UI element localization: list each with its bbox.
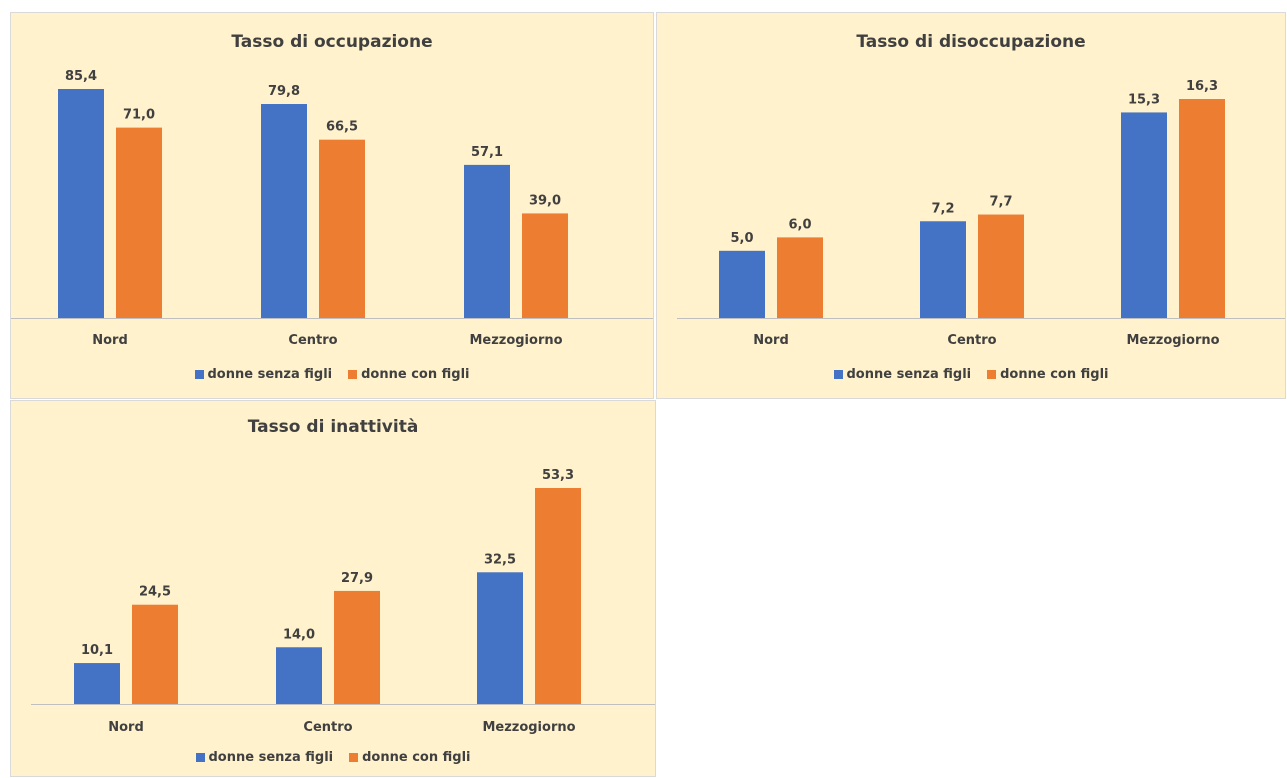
category-label: Mezzogiorno [482, 720, 575, 735]
data-label: 85,4 [65, 69, 97, 84]
chart-title: Tasso di disoccupazione [856, 32, 1086, 52]
plot-area: 85,4 71,0 Nord 79,8 66,5 Centro 57,1 39,0 Mezzog… [11, 69, 653, 348]
bar-senza-figli-centro [920, 221, 966, 318]
data-label: 66,5 [326, 120, 358, 135]
chart-disoccupazione: Tasso di disoccupazione 5,0 6,0 Nord 7,2 7,7… [656, 12, 1286, 399]
legend-swatch-blue [194, 370, 204, 379]
category-label: Mezzogiorno [1126, 333, 1219, 348]
bar-senza-figli-mezzogiorno [464, 164, 510, 318]
legend-item-senza-figli: donne senza figli [833, 367, 972, 382]
plot-area: 10,1 24,5 Nord 14,0 27,9 Centro 32,5 53,3 Mezzog… [31, 468, 655, 735]
bar-con-figli-mezzogiorno [1179, 99, 1225, 318]
chart-inattivita: Tasso di inattività 10,1 24,5 Nord 14,0 27,9… [10, 400, 656, 777]
legend-label: donne senza figli [207, 367, 333, 382]
legend-swatch-blue [195, 753, 205, 762]
bar-senza-figli-mezzogiorno [1121, 112, 1167, 319]
bar-con-figli-centro [334, 590, 380, 704]
data-label: 10,1 [81, 643, 113, 658]
legend-item-con-figli: donne con figli [348, 367, 470, 382]
chart-occupazione: Tasso di occupazione 85,4 71,0 Nord 79,8 66,… [10, 12, 654, 399]
data-label: 71,0 [123, 108, 155, 123]
legend-swatch-orange [349, 753, 359, 762]
legend-item-senza-figli: donne senza figli [195, 750, 334, 765]
legend-label: donne con figli [362, 750, 471, 765]
chart-title: Tasso di inattività [247, 417, 419, 437]
data-label: 15,3 [1128, 92, 1160, 107]
legend-item-con-figli: donne con figli [349, 750, 471, 765]
legend-item-senza-figli: donne senza figli [194, 367, 333, 382]
bar-con-figli-nord [777, 237, 823, 318]
category-label: Nord [753, 333, 789, 348]
data-label: 27,9 [341, 571, 373, 586]
bar-senza-figli-nord [719, 250, 765, 318]
legend-label: donne con figli [1000, 367, 1109, 382]
category-label: Centro [947, 333, 996, 348]
category-label: Nord [92, 333, 128, 348]
data-label: 39,0 [529, 193, 561, 208]
category-label: Centro [288, 333, 337, 348]
data-label: 7,7 [989, 195, 1012, 210]
bar-con-figli-nord [132, 604, 178, 704]
bar-con-figli-mezzogiorno [522, 213, 568, 318]
bar-con-figli-centro [978, 214, 1024, 318]
data-label: 57,1 [471, 145, 503, 160]
data-label: 7,2 [931, 201, 954, 216]
bar-con-figli-mezzogiorno [535, 488, 581, 704]
bar-con-figli-nord [116, 127, 162, 318]
bar-senza-figli-mezzogiorno [477, 572, 523, 704]
bar-senza-figli-nord [74, 663, 120, 704]
legend-swatch-blue [833, 370, 843, 379]
legend-swatch-orange [348, 370, 358, 379]
category-label: Nord [108, 720, 144, 735]
category-label: Mezzogiorno [469, 333, 562, 348]
category-label: Centro [303, 720, 352, 735]
bar-senza-figli-nord [58, 89, 104, 318]
data-label: 32,5 [484, 552, 516, 567]
bar-con-figli-centro [319, 139, 365, 318]
bar-senza-figli-centro [261, 104, 307, 319]
data-label: 6,0 [788, 217, 811, 232]
legend: donne senza figli donne con figli [11, 750, 655, 765]
data-label: 14,0 [283, 627, 315, 642]
data-label: 5,0 [730, 231, 753, 246]
bar-senza-figli-centro [276, 647, 322, 704]
legend-label: donne con figli [361, 367, 470, 382]
legend-swatch-orange [987, 370, 997, 379]
legend: donne senza figli donne con figli [11, 367, 653, 382]
plot-area: 5,0 6,0 Nord 7,2 7,7 Centro 15,3 16,3 Mezzogiorn… [677, 79, 1285, 348]
legend-label: donne senza figli [846, 367, 972, 382]
data-label: 79,8 [268, 84, 300, 99]
legend-label: donne senza figli [208, 750, 334, 765]
legend-item-con-figli: donne con figli [987, 367, 1109, 382]
data-label: 53,3 [542, 468, 574, 483]
data-label: 24,5 [139, 585, 171, 600]
data-label: 16,3 [1186, 79, 1218, 94]
legend: donne senza figli donne con figli [657, 367, 1285, 382]
chart-title: Tasso di occupazione [231, 32, 433, 52]
